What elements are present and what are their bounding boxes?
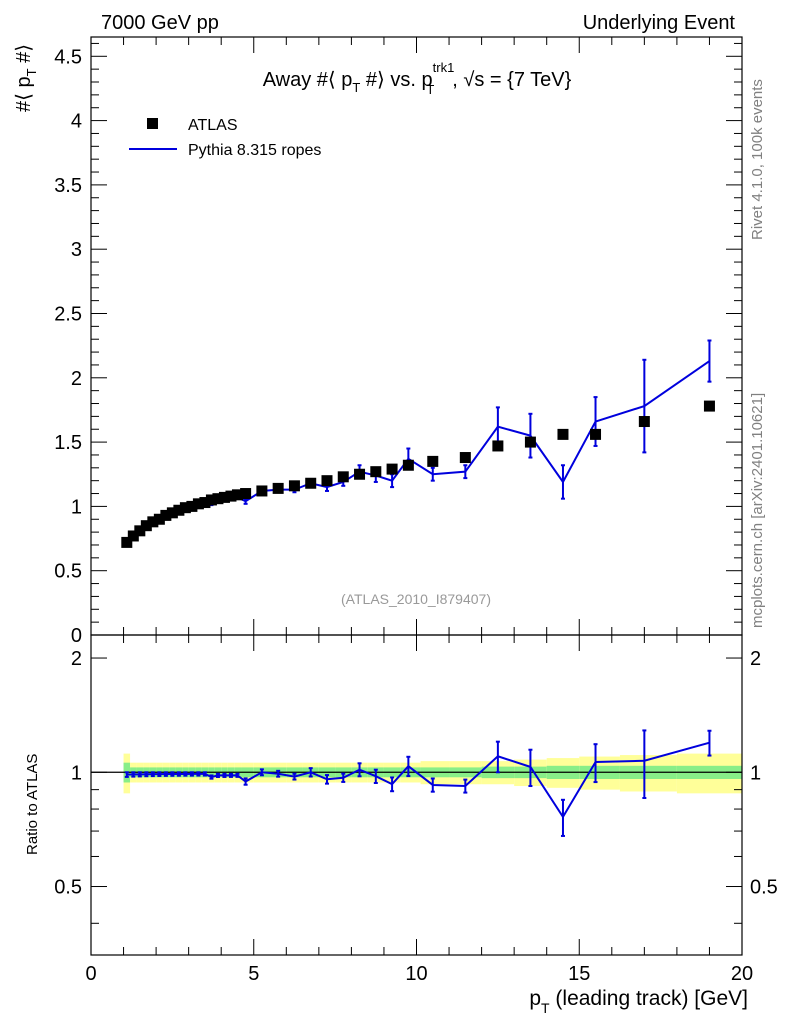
legend-data-label: ATLAS (188, 117, 238, 134)
analysis-tag: (ATLAS_2010_I879407) (341, 591, 491, 607)
data-point (140, 520, 152, 532)
data-point (386, 463, 398, 475)
title-sup: trk1 (433, 60, 455, 75)
data-point (199, 497, 211, 509)
data-point (524, 436, 536, 448)
title-suffix: , √s = {7 TeV} (452, 69, 571, 91)
rivet-label: Rivet 4.1.0, 100k events (749, 79, 766, 240)
ratio-y-tick-label: 0.5 (54, 877, 82, 899)
ratio-y-tick-label: 2 (750, 648, 761, 670)
data-point (337, 471, 349, 483)
x-axis-label: pT (leading track) [GeV] (529, 987, 748, 1016)
data-point (186, 500, 198, 512)
data-point (321, 475, 333, 487)
data-point (256, 485, 268, 497)
data-point (427, 455, 439, 467)
data-point (703, 400, 715, 412)
data-point (272, 482, 284, 494)
data-point (127, 530, 139, 542)
x-tick-label: 10 (405, 963, 427, 985)
header-right: Underlying Event (583, 12, 736, 34)
data-point (590, 428, 602, 440)
legend: ATLAS Pythia 8.315 ropes (129, 117, 321, 159)
ratio-y-tick-label: 1 (750, 762, 761, 784)
ylabel-sub: T (24, 68, 39, 76)
data-point (402, 459, 414, 471)
x-tick-label: 15 (568, 963, 590, 985)
y-tick-label: 4 (71, 111, 82, 133)
title-sub2: T (426, 82, 434, 97)
ratio-y-axis-label: Ratio to ATLAS (24, 754, 41, 855)
x-tick-label: 0 (85, 963, 96, 985)
header-left: 7000 GeV pp (101, 12, 219, 34)
data-point (638, 416, 650, 428)
data-point (179, 502, 191, 514)
y-tick-label: 1.5 (54, 432, 82, 454)
y-tick-label: 0.5 (54, 561, 82, 583)
mcplots-label: mcplots.cern.ch [arXiv:2401.10621] (749, 393, 766, 628)
y-tick-label: 1 (71, 496, 82, 518)
data-point (459, 452, 471, 464)
data-point (370, 466, 382, 478)
ylabel-a: #⟨ p (13, 76, 35, 112)
data-point (225, 490, 237, 502)
data-point (354, 468, 366, 480)
x-tick-label: 20 (731, 963, 753, 985)
data-point (218, 491, 230, 503)
ratio-y-tick-label: 0.5 (750, 877, 778, 899)
data-point (240, 488, 252, 500)
main-data-series (121, 400, 715, 548)
y-tick-label: 2.5 (54, 303, 82, 325)
data-point (305, 477, 317, 489)
title-mid: #⟩ vs. p (360, 69, 432, 91)
ratio-mc-series (124, 729, 712, 837)
ratio-axis-ticks: 0 5 10 15 20 0.5 0.5 1 1 2 2 (54, 635, 778, 985)
data-point (557, 428, 569, 440)
y-tick-label: 4.5 (54, 46, 82, 68)
xlabel-a: p (529, 987, 541, 1010)
chart-title: Away #⟨ pT #⟩ vs. ptrk1 T, √s = {7 TeV} (263, 60, 572, 97)
data-point (166, 507, 178, 519)
ratio-y-tick-label: 2 (71, 648, 82, 670)
data-point (134, 525, 146, 537)
ratio-y-tick-label: 1 (71, 762, 82, 784)
legend-mc-label: Pythia 8.315 ropes (188, 142, 321, 159)
data-point (492, 440, 504, 452)
main-mc-series (124, 339, 712, 546)
y-axis-label: #⟨ pT #⟩ (13, 44, 39, 112)
xlabel-sub: T (541, 1000, 550, 1016)
x-tick-label: 5 (248, 963, 259, 985)
data-point (160, 509, 172, 521)
ylabel-b: #⟩ (13, 44, 35, 68)
y-tick-label: 0 (71, 625, 82, 647)
y-tick-label: 2 (71, 368, 82, 390)
y-tick-label: 3 (71, 239, 82, 261)
xlabel-b: (leading track) [GeV] (550, 987, 748, 1010)
mc-line (126, 360, 711, 545)
data-point (147, 516, 159, 528)
title-sub1: T (352, 80, 360, 95)
data-point (288, 480, 300, 492)
data-point (153, 513, 165, 525)
title-prefix: Away #⟨ p (263, 69, 353, 91)
main-axis-ticks: 0 0.5 1 1.5 2 2.5 3 3.5 4 4.5 (54, 37, 743, 647)
legend-data-marker (147, 118, 158, 129)
data-point (192, 498, 204, 510)
data-point (205, 494, 217, 506)
data-point (173, 504, 185, 516)
data-point (212, 493, 224, 505)
data-point (231, 489, 243, 501)
y-tick-label: 3.5 (54, 175, 82, 197)
data-point (121, 536, 133, 548)
